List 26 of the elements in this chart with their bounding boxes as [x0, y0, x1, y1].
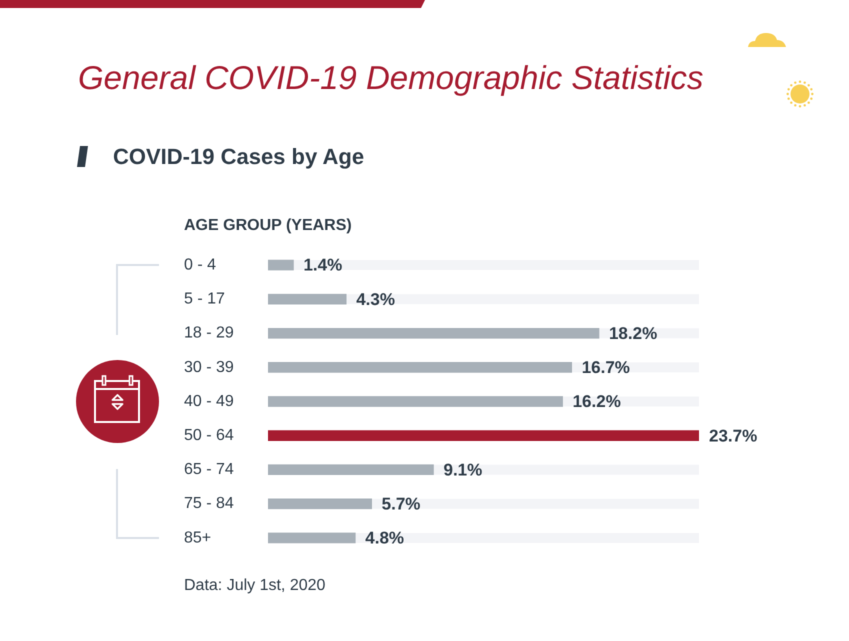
data-label: 4.3% [356, 290, 395, 309]
data-label: 9.1% [443, 460, 482, 480]
y-tick-label: 30 - 39 [184, 358, 234, 376]
data-label: 23.7% [709, 426, 758, 446]
data-label: 16.7% [582, 358, 630, 378]
bar [268, 260, 294, 270]
data-label: 5.7% [382, 494, 420, 514]
data-label: 4.8% [365, 528, 404, 548]
y-tick-label: 18 - 29 [184, 324, 234, 342]
bar [268, 532, 356, 544]
y-tick-label: 75 - 84 [184, 495, 234, 512]
bar [268, 294, 347, 304]
text: Data: July 1st, 2020 [184, 576, 326, 596]
data-label: 16.2% [572, 392, 621, 412]
y-tick-label: 0 - 4 [184, 256, 216, 274]
chart-subtitle: COVID-19 Cases by Age [113, 143, 364, 171]
y-tick-label: 5 - 17 [184, 290, 226, 308]
data-label: 18.2% [608, 324, 658, 343]
data-label: 1.4% [303, 256, 342, 275]
chart-title: General COVID-19 Demographic Statistics [78, 58, 704, 98]
y-tick-label: 50 - 64 [184, 427, 234, 444]
y-axis-title: AGE GROUP (YEARS) [184, 216, 352, 236]
bar [268, 498, 372, 510]
y-tick-label: 40 - 49 [184, 392, 234, 410]
y-tick-label: 65 - 74 [184, 461, 234, 478]
y-tick-label: 85+ [184, 529, 212, 546]
